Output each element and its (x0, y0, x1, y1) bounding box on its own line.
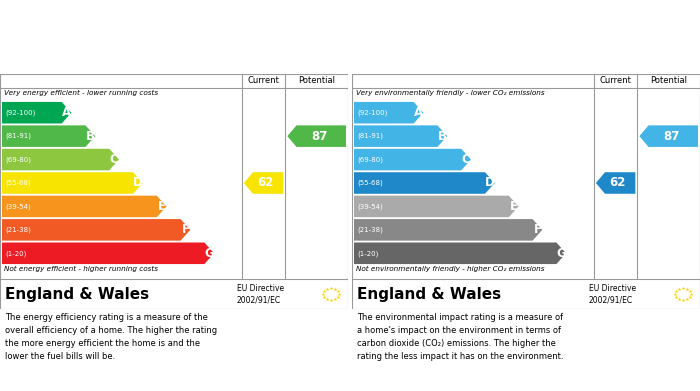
Text: (55-68): (55-68) (357, 180, 383, 186)
Text: England & Wales: England & Wales (357, 287, 501, 301)
Polygon shape (2, 126, 95, 147)
Text: (81-91): (81-91) (5, 133, 31, 140)
Text: 62: 62 (258, 176, 274, 190)
Text: 87: 87 (664, 130, 680, 143)
Text: A: A (414, 106, 423, 119)
Text: Current: Current (600, 77, 631, 86)
Polygon shape (2, 102, 71, 124)
Polygon shape (354, 242, 566, 264)
Text: E: E (510, 200, 518, 213)
Polygon shape (354, 149, 471, 170)
Text: Not environmentally friendly - higher CO₂ emissions: Not environmentally friendly - higher CO… (356, 266, 545, 272)
Text: (21-38): (21-38) (5, 227, 31, 233)
Polygon shape (596, 172, 636, 194)
Text: Potential: Potential (298, 77, 335, 86)
Text: The energy efficiency rating is a measure of the
overall efficiency of a home. T: The energy efficiency rating is a measur… (5, 313, 217, 361)
Text: (39-54): (39-54) (357, 203, 383, 210)
Text: (69-80): (69-80) (5, 156, 31, 163)
Polygon shape (354, 102, 424, 124)
Text: (81-91): (81-91) (357, 133, 383, 140)
Text: EU Directive
2002/91/EC: EU Directive 2002/91/EC (589, 283, 636, 305)
Text: (92-100): (92-100) (5, 109, 36, 116)
Text: Current: Current (248, 77, 279, 86)
Text: G: G (556, 247, 566, 260)
Polygon shape (354, 172, 495, 194)
Text: (21-38): (21-38) (357, 227, 383, 233)
Text: Energy Efficiency Rating: Energy Efficiency Rating (6, 5, 178, 18)
Text: D: D (133, 176, 143, 190)
Text: C: C (462, 153, 470, 166)
Text: (69-80): (69-80) (357, 156, 383, 163)
Polygon shape (354, 126, 447, 147)
Text: (1-20): (1-20) (5, 250, 27, 256)
Text: E: E (158, 200, 166, 213)
Polygon shape (639, 126, 698, 147)
Text: B: B (86, 130, 94, 143)
Text: Not energy efficient - higher running costs: Not energy efficient - higher running co… (4, 266, 158, 272)
Polygon shape (2, 196, 167, 217)
Text: EU Directive
2002/91/EC: EU Directive 2002/91/EC (237, 283, 284, 305)
Polygon shape (2, 172, 143, 194)
Text: 87: 87 (312, 130, 328, 143)
Text: G: G (204, 247, 214, 260)
Text: (55-68): (55-68) (5, 180, 31, 186)
Text: F: F (181, 223, 190, 236)
Text: F: F (533, 223, 541, 236)
Text: B: B (438, 130, 447, 143)
Text: (1-20): (1-20) (357, 250, 379, 256)
Polygon shape (2, 149, 119, 170)
Text: (39-54): (39-54) (5, 203, 31, 210)
Polygon shape (244, 172, 284, 194)
Polygon shape (354, 219, 542, 240)
Text: England & Wales: England & Wales (5, 287, 149, 301)
Polygon shape (2, 242, 214, 264)
Text: (92-100): (92-100) (357, 109, 387, 116)
Text: The environmental impact rating is a measure of
a home's impact on the environme: The environmental impact rating is a mea… (357, 313, 564, 361)
Polygon shape (354, 196, 519, 217)
Text: A: A (62, 106, 71, 119)
Text: Very environmentally friendly - lower CO₂ emissions: Very environmentally friendly - lower CO… (356, 90, 545, 96)
Text: C: C (110, 153, 118, 166)
Polygon shape (288, 126, 346, 147)
Text: D: D (485, 176, 495, 190)
Polygon shape (2, 219, 190, 240)
Text: Environmental Impact (CO₂) Rating: Environmental Impact (CO₂) Rating (358, 5, 604, 18)
Text: Very energy efficient - lower running costs: Very energy efficient - lower running co… (4, 90, 158, 96)
Text: Potential: Potential (650, 77, 687, 86)
Text: 62: 62 (610, 176, 626, 190)
